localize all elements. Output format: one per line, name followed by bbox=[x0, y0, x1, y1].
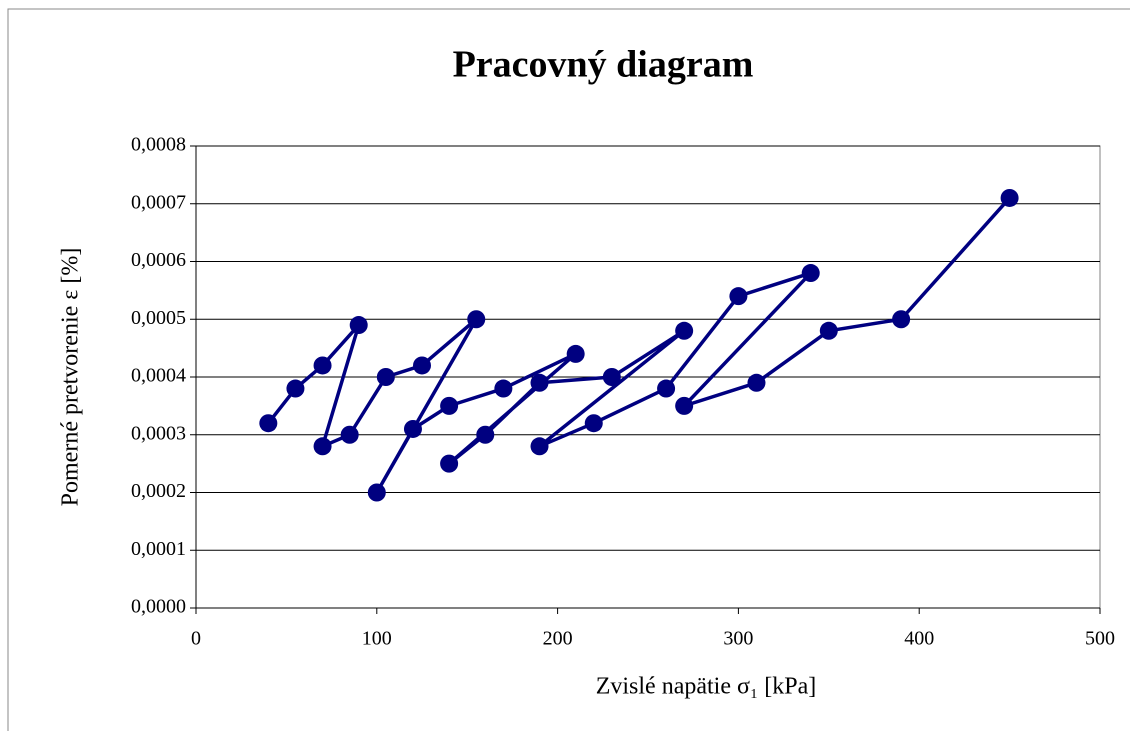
x-tick-label: 500 bbox=[1085, 628, 1115, 650]
x-tick-label: 100 bbox=[362, 628, 392, 650]
data-point bbox=[467, 310, 486, 329]
data-point bbox=[566, 344, 585, 363]
y-tick-label: 0,0004 bbox=[131, 365, 186, 387]
data-point bbox=[801, 264, 820, 283]
data-point bbox=[440, 454, 459, 473]
x-tick-label: 400 bbox=[904, 628, 934, 650]
data-point bbox=[403, 419, 422, 438]
y-tick-label: 0,0005 bbox=[131, 307, 186, 329]
x-axis-label: Zvislé napätie σ₁ [kPa] bbox=[596, 674, 817, 700]
y-tick-label: 0,0001 bbox=[131, 538, 186, 560]
chart-frame bbox=[7, 8, 1130, 731]
data-point bbox=[602, 368, 621, 386]
data-point bbox=[367, 483, 386, 502]
y-tick-label: 0,0002 bbox=[131, 480, 186, 502]
data-point bbox=[349, 316, 368, 335]
y-tick-label: 0,0003 bbox=[131, 422, 186, 444]
data-point bbox=[892, 310, 911, 329]
y-tick-label: 0,0008 bbox=[131, 134, 186, 156]
data-point bbox=[259, 414, 278, 433]
data-point bbox=[657, 379, 676, 398]
data-point bbox=[530, 373, 549, 392]
data-point bbox=[286, 379, 305, 398]
data-point bbox=[530, 437, 549, 456]
data-point bbox=[313, 356, 332, 375]
data-point bbox=[340, 425, 359, 444]
x-tick-label: 200 bbox=[543, 628, 573, 650]
y-axis-label: Pomerné pretvorenie ε [%] bbox=[58, 248, 84, 507]
data-point bbox=[819, 321, 838, 340]
y-tick-label: 0,0007 bbox=[131, 191, 186, 213]
x-tick-label: 300 bbox=[723, 628, 753, 650]
data-point bbox=[675, 321, 694, 340]
data-point bbox=[440, 396, 459, 415]
data-point bbox=[376, 368, 395, 386]
x-tick-label: 0 bbox=[191, 628, 201, 650]
data-point bbox=[476, 425, 495, 444]
data-point bbox=[675, 396, 694, 415]
data-point bbox=[413, 356, 431, 375]
data-point bbox=[729, 287, 748, 306]
chart-title: Pracovný diagram bbox=[453, 44, 754, 86]
data-point bbox=[494, 379, 513, 398]
y-tick-label: 0,0006 bbox=[131, 249, 186, 271]
data-point bbox=[1000, 188, 1019, 207]
data-point bbox=[313, 437, 332, 456]
data-point bbox=[584, 414, 603, 433]
y-tick-label: 0,0000 bbox=[131, 596, 186, 618]
data-point bbox=[747, 373, 766, 392]
series-line bbox=[266, 196, 1011, 495]
